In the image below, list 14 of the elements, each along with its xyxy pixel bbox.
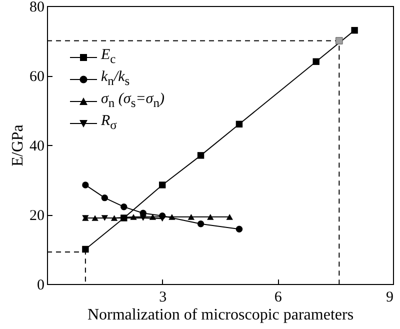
x-axis-title: Normalization of microscopic parameters	[87, 306, 354, 324]
x-tick-label: 6	[274, 290, 282, 306]
y-axis-title: E/GPa	[10, 124, 26, 166]
x-tick-label: 3	[159, 290, 167, 306]
y-tick-label: 0	[37, 278, 44, 294]
y-tick-label: 80	[30, 0, 44, 16]
y-tick-label: 60	[30, 69, 44, 85]
x-tick-label: 9	[386, 290, 394, 306]
y-tick-label: 40	[30, 138, 44, 154]
legend-label: R$_{σ}$	[101, 112, 117, 134]
y-tick-label: 20	[30, 208, 44, 224]
legend-label: σ$_{n}$ (σ$_{s}$=σ$_{n}$)	[101, 90, 164, 112]
legend-label: E$_{c}$	[101, 46, 116, 68]
legend-label: k$_{n}$/k$_{s}$	[101, 68, 130, 90]
